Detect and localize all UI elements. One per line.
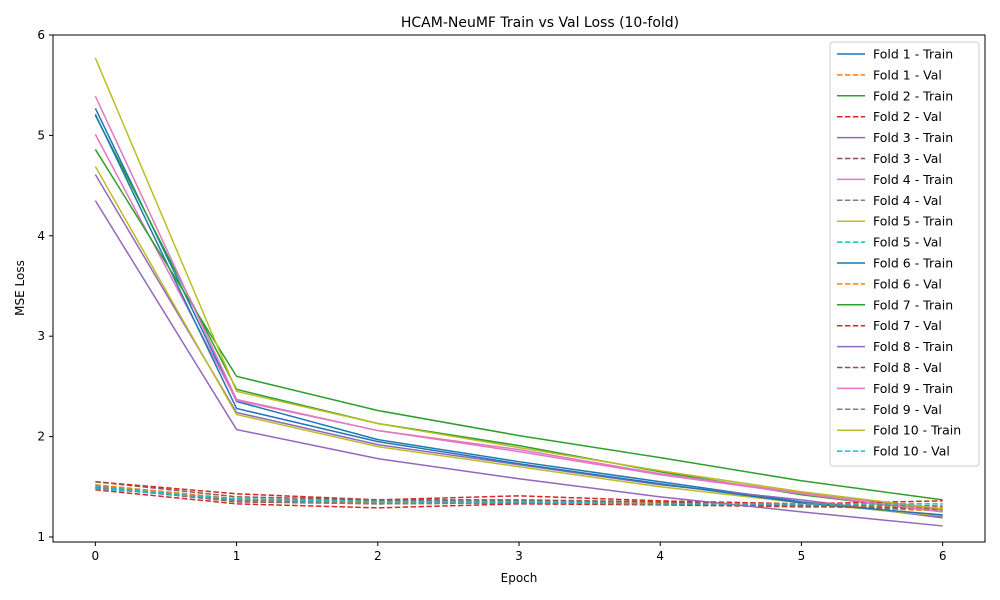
- legend-label: Fold 8 - Train: [873, 339, 953, 354]
- legend-label: Fold 10 - Val: [873, 444, 950, 459]
- series-line-fold-9-val: [95, 487, 943, 507]
- x-tick-label: 1: [233, 549, 241, 563]
- legend-label: Fold 6 - Train: [873, 256, 953, 271]
- plot-lines: [94, 57, 943, 527]
- series-line-fold-6-train: [94, 113, 943, 516]
- legend-frame: [829, 41, 980, 467]
- series-line-fold-7-train: [94, 149, 943, 501]
- series-line-fold-4-train: [94, 134, 943, 511]
- legend-label: Fold 5 - Train: [873, 214, 953, 229]
- legend-label: Fold 3 - Val: [873, 151, 942, 166]
- series-line-fold-10-val: [95, 488, 943, 505]
- series-line-fold-1-train: [94, 107, 943, 518]
- series-line-fold-10-train: [94, 57, 943, 510]
- y-tick-label: 6: [37, 28, 45, 42]
- x-tick-label: 5: [798, 549, 806, 563]
- x-tick-label: 0: [92, 549, 100, 563]
- legend-label: Fold 9 - Val: [873, 402, 942, 417]
- y-axis-label: MSE Loss: [13, 260, 27, 316]
- x-tick-label: 3: [515, 549, 523, 563]
- series-line-fold-2-val: [95, 489, 943, 509]
- y-tick-label: 5: [37, 128, 45, 142]
- series-line-fold-9-train: [94, 95, 943, 513]
- legend-label: Fold 1 - Train: [873, 47, 953, 62]
- x-tick-label: 4: [656, 549, 664, 563]
- legend-label: Fold 3 - Train: [873, 130, 953, 145]
- y-tick-label: 2: [37, 430, 45, 444]
- series-line-fold-8-val: [95, 481, 943, 510]
- legend-label: Fold 4 - Train: [873, 172, 953, 187]
- x-axis-label: Epoch: [501, 571, 538, 585]
- legend-label: Fold 5 - Val: [873, 235, 942, 250]
- legend-label: Fold 2 - Train: [873, 88, 953, 103]
- series-line-fold-2-train: [94, 114, 943, 513]
- legend-label: Fold 7 - Train: [873, 297, 953, 312]
- series-line-fold-3-train: [94, 174, 943, 519]
- x-axis: 0 1 2 3 4 5 6: [92, 542, 947, 563]
- y-axis: 1 2 3 4 5 6: [37, 28, 53, 544]
- legend: Fold 1 - Train Fold 1 - Val Fold 2 - Train…: [829, 41, 980, 467]
- legend-label: Fold 4 - Val: [873, 193, 942, 208]
- y-tick-label: 1: [37, 530, 45, 544]
- legend-label: Fold 7 - Val: [873, 318, 942, 333]
- y-tick-label: 4: [37, 229, 45, 243]
- chart-title: HCAM-NeuMF Train vs Val Loss (10-fold): [401, 15, 679, 31]
- legend-label: Fold 6 - Val: [873, 276, 942, 291]
- series-line-fold-8-train: [94, 200, 943, 527]
- legend-label: Fold 2 - Val: [873, 109, 942, 124]
- legend-label: Fold 8 - Val: [873, 360, 942, 375]
- legend-label: Fold 9 - Train: [873, 381, 953, 396]
- x-tick-label: 2: [374, 549, 382, 563]
- x-tick-label: 6: [939, 549, 947, 563]
- y-tick-label: 3: [37, 329, 45, 343]
- legend-label: Fold 1 - Val: [873, 67, 942, 82]
- legend-label: Fold 10 - Train: [873, 423, 961, 438]
